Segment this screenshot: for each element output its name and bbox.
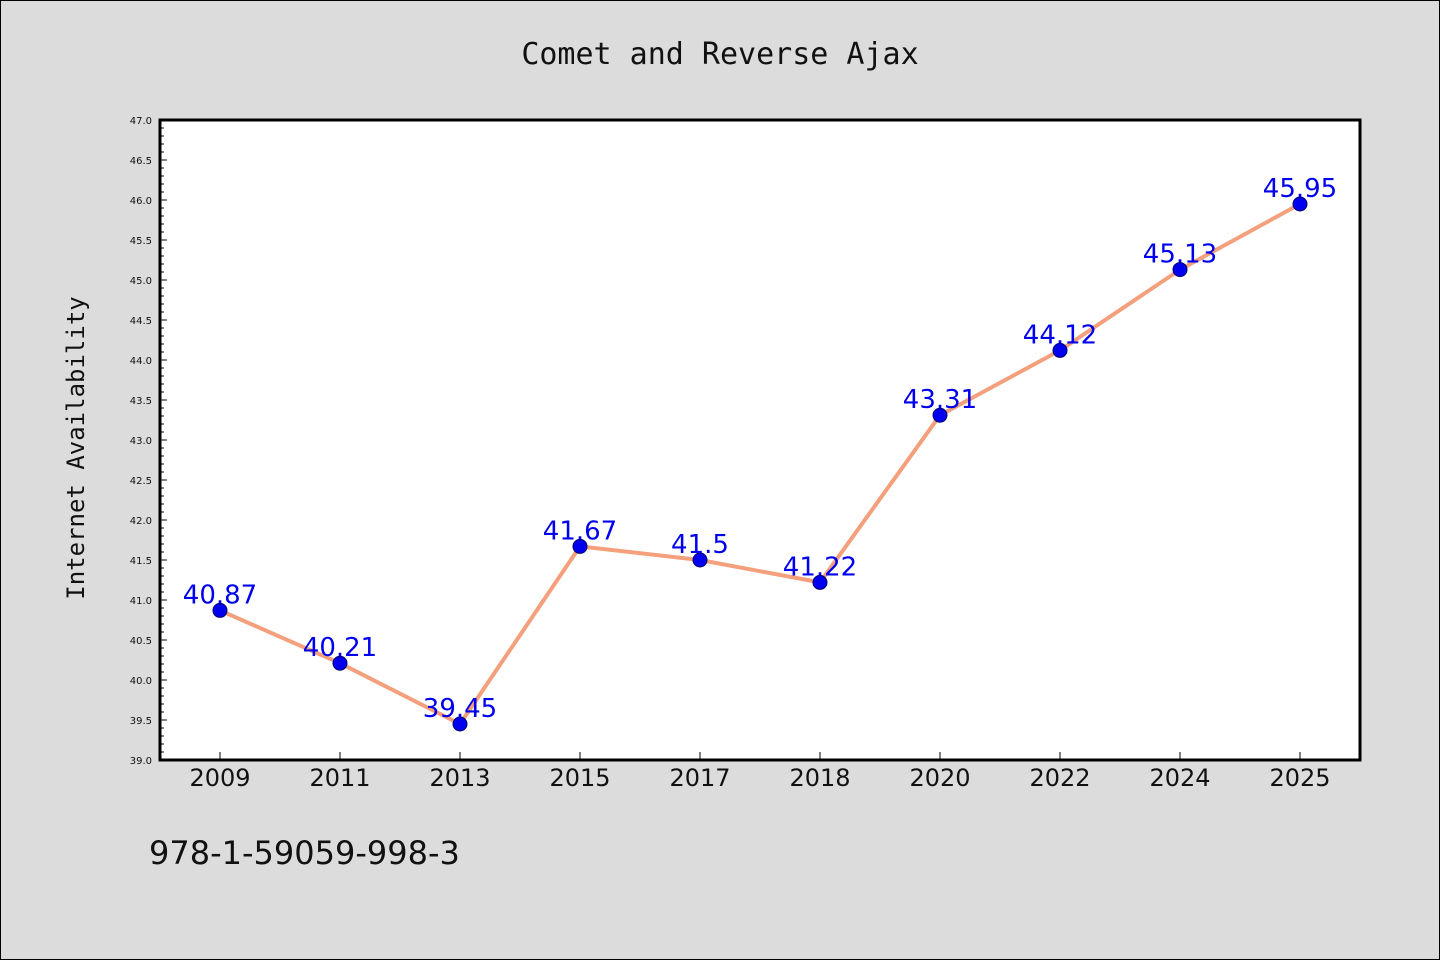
- data-label: 39.45: [423, 694, 497, 724]
- data-labels: 40.87 40.21 39.45 41.67 41.5 41.22 43.31 44.12 4…: [183, 174, 1337, 724]
- data-point: [1052, 342, 1068, 358]
- y-tick-label: 40.0: [130, 676, 152, 687]
- data-label: 45.95: [1263, 174, 1337, 204]
- y-tick-label: 44.5: [130, 316, 152, 327]
- plot-area: [158, 118, 1362, 762]
- data-label: 41.67: [543, 516, 617, 546]
- data-point: [212, 602, 228, 618]
- data-label: 44.12: [1023, 320, 1097, 350]
- data-point: [692, 552, 708, 568]
- data-point: [1172, 262, 1188, 278]
- y-tick-label: 39.0: [130, 756, 152, 767]
- y-tick-label: 43.5: [130, 396, 152, 407]
- data-label: 40.87: [183, 580, 257, 610]
- y-tick-label: 39.5: [130, 716, 152, 727]
- series: [212, 196, 1308, 732]
- x-tick-label: 2018: [789, 764, 850, 792]
- x-tick-label: 2024: [1149, 764, 1210, 792]
- x-tick-label: 2020: [909, 764, 970, 792]
- data-point: [572, 538, 588, 554]
- data-point: [332, 655, 348, 671]
- x-tick-label: 2022: [1029, 764, 1090, 792]
- y-tick-label: 40.5: [130, 636, 152, 647]
- data-label: 41.22: [783, 552, 857, 582]
- y-tick-label: 41.0: [130, 596, 152, 607]
- y-axis-label: Internet Availability: [62, 296, 90, 599]
- x-tick-label: 2009: [189, 764, 250, 792]
- y-tick-label: 43.0: [130, 436, 152, 447]
- x-axis: 2009 2011 2013 2015 2017 2018 2020 2022 2024 2025: [189, 752, 1331, 792]
- chart-title: Comet and Reverse Ajax: [521, 37, 918, 72]
- data-label: 43.31: [903, 385, 977, 415]
- y-tick-label: 44.0: [130, 356, 152, 367]
- x-tick-label: 2015: [549, 764, 610, 792]
- y-tick-label: 42.5: [130, 476, 152, 487]
- y-tick-label: 41.5: [130, 556, 152, 567]
- data-point: [452, 716, 468, 732]
- x-tick-label: 2011: [309, 764, 370, 792]
- data-label: 40.21: [303, 633, 377, 663]
- data-point: [812, 574, 828, 590]
- y-tick-label: 47.0: [130, 116, 152, 127]
- data-point: [1292, 196, 1308, 212]
- data-label: 45.13: [1143, 240, 1217, 270]
- x-tick-label: 2013: [429, 764, 490, 792]
- y-tick-label: 46.0: [130, 196, 152, 207]
- x-tick-label: 2025: [1269, 764, 1330, 792]
- series-line: [219, 202, 1301, 726]
- y-tick-label: 42.0: [130, 516, 152, 527]
- data-label: 41.5: [671, 530, 729, 560]
- y-axis: 39.0 39.5 40.0 40.5 41.0 41.5 42.0 42.5 43.0 43.5…: [130, 116, 167, 767]
- y-tick-label: 45.0: [130, 276, 152, 287]
- y-tick-label: 46.5: [130, 156, 152, 167]
- isbn-text: 978-1-59059-998-3: [149, 834, 460, 872]
- x-tick-label: 2017: [669, 764, 730, 792]
- data-point: [932, 407, 948, 423]
- y-tick-label: 45.5: [130, 236, 152, 247]
